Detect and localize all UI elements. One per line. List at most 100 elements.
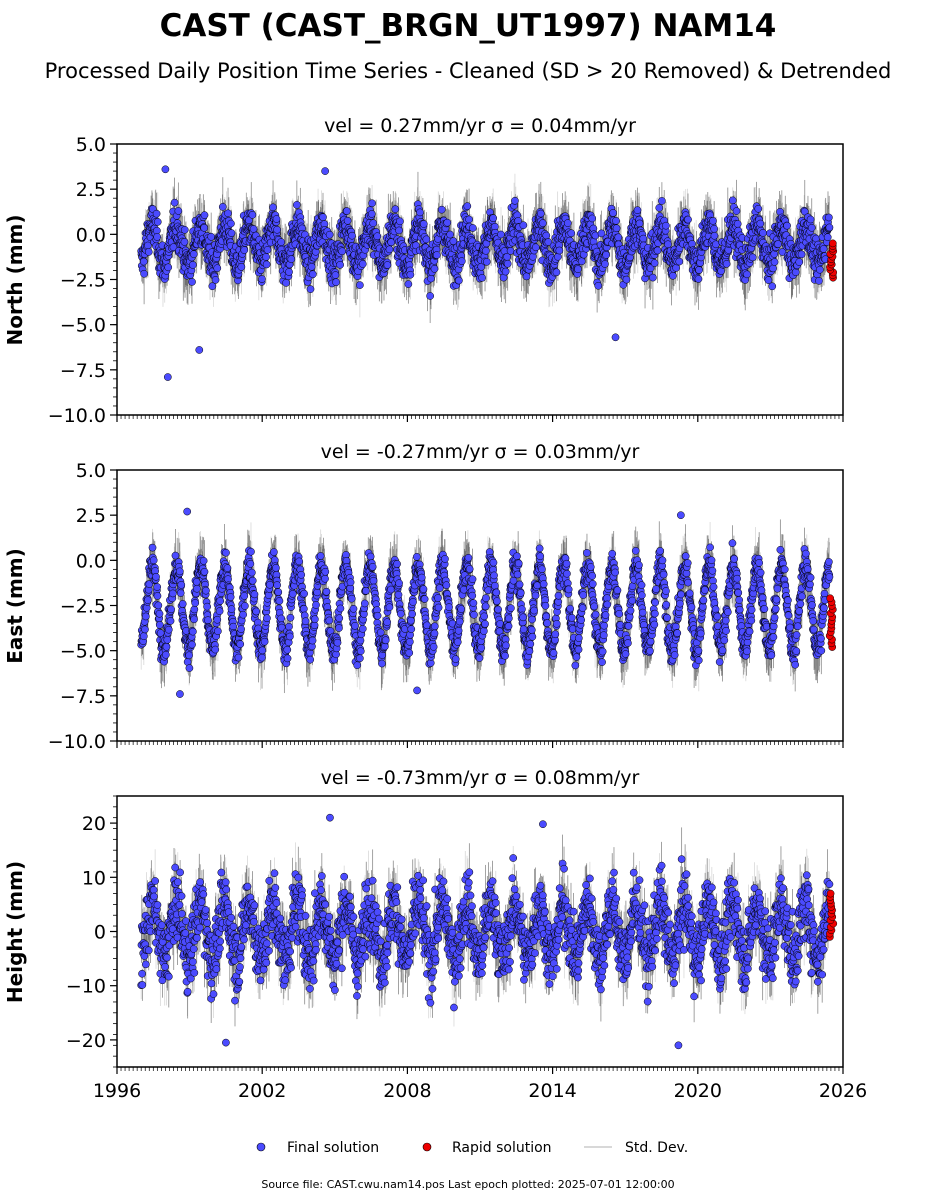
north-final-point	[522, 272, 531, 281]
north-final-point	[200, 224, 209, 232]
north-final-point	[152, 209, 161, 218]
north-final-point	[574, 265, 582, 273]
north-final-point	[688, 240, 696, 248]
north-final-point	[768, 282, 777, 291]
north-final-point	[321, 167, 329, 175]
north-final-point	[189, 250, 198, 258]
north-final-point	[694, 275, 703, 283]
north-final-point	[611, 333, 620, 342]
north-final-point	[262, 260, 271, 269]
north-final-point	[529, 252, 537, 261]
north-final-point	[218, 203, 227, 211]
north-final-point	[367, 210, 376, 218]
north-final-points	[137, 165, 834, 381]
north-final-point	[815, 276, 823, 285]
north-final-point	[489, 214, 498, 222]
north-final-point	[733, 220, 742, 228]
north-final-point	[161, 165, 170, 174]
north-final-point	[404, 280, 413, 288]
north-final-point	[503, 259, 512, 268]
north-final-point	[385, 245, 394, 254]
north-final-point	[416, 208, 424, 217]
north-final-point	[449, 237, 458, 245]
north-final-point	[139, 257, 148, 266]
north-final-point	[211, 276, 220, 284]
north-final-point	[672, 264, 680, 272]
north-y-tick-label: 5.0	[76, 134, 106, 156]
north-final-point	[497, 230, 505, 239]
north-final-point	[770, 258, 779, 266]
north-final-point	[180, 226, 189, 234]
north-final-point	[308, 270, 317, 279]
north-final-point	[307, 262, 316, 271]
north-final-point	[213, 264, 222, 273]
north-final-point	[797, 250, 806, 259]
north-final-point	[293, 201, 301, 209]
north-final-point	[153, 233, 162, 241]
north-final-point	[542, 231, 551, 240]
north-final-point	[649, 273, 657, 282]
north-final-point	[306, 285, 315, 294]
north-final-point	[207, 232, 216, 241]
north-final-point	[756, 219, 765, 228]
north-final-point	[823, 233, 832, 242]
north-final-point	[248, 211, 257, 219]
north-y-tick-label: −10.0	[48, 405, 106, 427]
north-final-point	[468, 224, 477, 232]
north-final-point	[577, 257, 586, 266]
north-final-point	[633, 206, 642, 215]
north-final-point	[373, 232, 382, 241]
figure-subtitle: Processed Daily Position Time Series - C…	[45, 59, 892, 83]
north-final-point	[658, 197, 666, 205]
north-final-point	[348, 231, 356, 240]
north-final-point	[331, 271, 340, 279]
north-final-point	[552, 268, 561, 277]
north-final-point	[743, 270, 751, 279]
north-final-point	[356, 281, 364, 289]
north-final-point	[684, 215, 692, 224]
north-final-point	[501, 267, 510, 276]
north-final-point	[369, 219, 378, 228]
north-final-point	[597, 229, 606, 238]
north-final-point	[338, 247, 347, 256]
north-final-point	[555, 246, 564, 255]
north-final-point	[391, 205, 400, 214]
north-final-point	[383, 261, 392, 269]
north-final-point	[816, 265, 824, 274]
north-final-point	[532, 243, 540, 252]
north-final-point	[285, 268, 293, 276]
north-final-point	[174, 207, 183, 215]
north-y-tick-label: −5.0	[60, 315, 106, 337]
north-final-point	[263, 246, 272, 254]
north-panel: vel = 0.27mm/yr σ = 0.04mm/yr North (mm)…	[3, 115, 844, 427]
north-final-point	[227, 219, 235, 228]
north-final-point	[653, 246, 662, 255]
north-final-point	[258, 275, 266, 283]
north-final-point	[396, 217, 404, 226]
north-final-point	[675, 257, 684, 266]
figure-title: CAST (CAST_BRGN_UT1997) NAM14	[160, 8, 777, 44]
north-final-point	[426, 292, 434, 300]
north-final-point	[748, 253, 757, 262]
north-final-point	[732, 207, 741, 215]
north-final-point	[195, 346, 204, 354]
north-final-point	[477, 262, 486, 271]
north-final-point	[282, 279, 290, 287]
north-final-point	[774, 240, 782, 248]
north-final-point	[237, 263, 246, 271]
north-final-point	[567, 229, 576, 238]
north-final-point	[536, 209, 545, 218]
north-final-point	[563, 219, 572, 227]
north-final-point	[710, 224, 719, 233]
north-final-point	[319, 213, 327, 222]
north-final-point	[538, 219, 547, 227]
north-final-point	[427, 274, 435, 283]
north-final-point	[395, 226, 403, 235]
north-final-point	[332, 278, 340, 287]
north-final-point	[343, 216, 352, 225]
north-final-point	[825, 213, 833, 222]
north-final-point	[759, 229, 767, 237]
north-y-tick-label: −2.5	[60, 270, 106, 292]
north-final-point	[695, 266, 703, 274]
north-final-point	[554, 252, 562, 261]
